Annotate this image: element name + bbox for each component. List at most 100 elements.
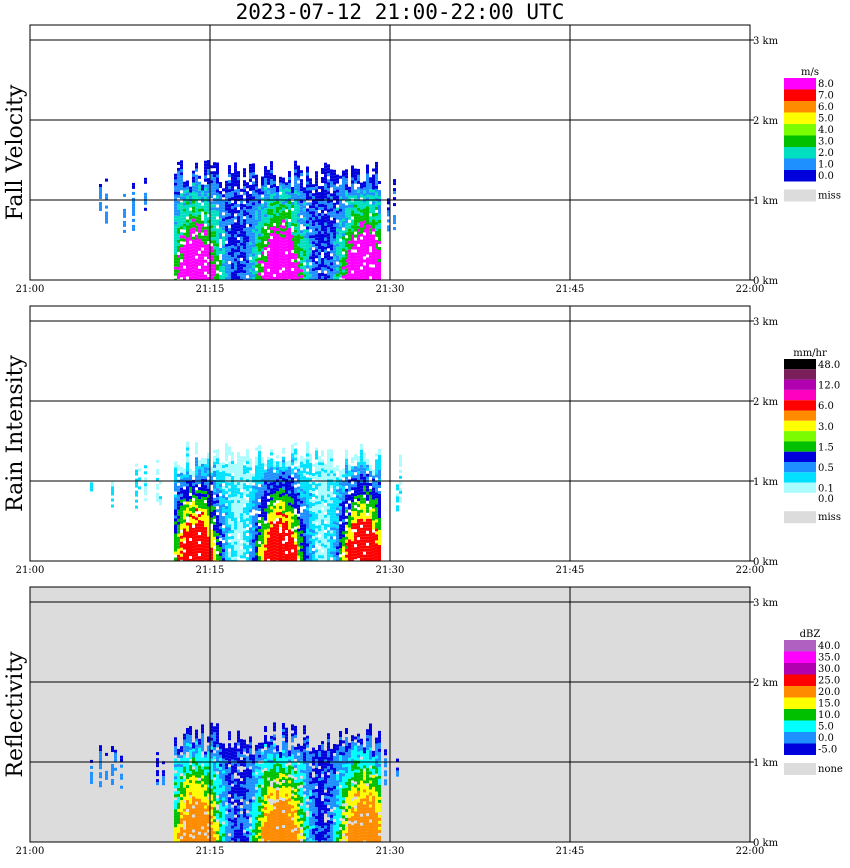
echo-cell bbox=[231, 488, 234, 491]
echo-cell bbox=[321, 528, 324, 532]
echo-cell bbox=[252, 214, 255, 218]
echo-cell bbox=[174, 239, 177, 243]
echo-cell bbox=[375, 224, 378, 228]
echo-cell bbox=[303, 545, 306, 549]
echo-cell bbox=[243, 261, 246, 265]
echo-cell bbox=[318, 219, 321, 223]
echo-cell bbox=[297, 204, 300, 208]
echo-cell bbox=[366, 269, 369, 273]
echo-cell bbox=[351, 201, 354, 205]
echo-cell bbox=[297, 216, 300, 220]
echo-cell bbox=[258, 257, 261, 261]
echo-cell bbox=[288, 228, 291, 231]
time-tick-label: 22:00 bbox=[736, 284, 765, 295]
echo-cell bbox=[354, 189, 357, 193]
echo-cell bbox=[198, 472, 201, 476]
echo-cell bbox=[189, 774, 192, 778]
echo-cell bbox=[261, 266, 264, 270]
echo-cell bbox=[228, 240, 231, 244]
echo-cell bbox=[282, 510, 285, 514]
echo-cell bbox=[177, 796, 180, 800]
echo-cell bbox=[342, 486, 345, 490]
echo-cell bbox=[198, 550, 201, 554]
echo-cell bbox=[189, 219, 192, 223]
echo-cell bbox=[309, 553, 312, 556]
echo-cell bbox=[303, 551, 306, 555]
echo-cell bbox=[306, 172, 309, 176]
echo-cell bbox=[309, 475, 312, 478]
echo-cell bbox=[339, 196, 342, 200]
echo-cell bbox=[273, 205, 276, 208]
echo-cell bbox=[222, 558, 225, 561]
echo-cell bbox=[231, 191, 234, 195]
echo-cell bbox=[174, 740, 177, 744]
echo-cell bbox=[252, 196, 255, 200]
echo-cell bbox=[177, 808, 180, 812]
echo-cell bbox=[357, 471, 360, 475]
echo-cell bbox=[285, 491, 288, 494]
echo-cell bbox=[186, 546, 189, 550]
echo-cell bbox=[204, 277, 207, 280]
echo-cell bbox=[324, 246, 327, 250]
echo-cell bbox=[348, 467, 351, 471]
echo-cell bbox=[288, 502, 291, 506]
echo-cell bbox=[273, 481, 276, 485]
echo-cell bbox=[378, 545, 381, 548]
echo-cell bbox=[216, 168, 219, 172]
echo-cell bbox=[156, 468, 159, 472]
echo-cell bbox=[219, 484, 222, 488]
echo-cell bbox=[306, 519, 309, 523]
echo-cell bbox=[354, 553, 357, 557]
echo-cell bbox=[369, 186, 372, 190]
echo-cell bbox=[207, 271, 210, 275]
echo-cell bbox=[315, 180, 318, 184]
echo-cell bbox=[291, 525, 294, 529]
echo-cell bbox=[186, 249, 189, 253]
echo-cell bbox=[186, 474, 189, 478]
echo-cell bbox=[351, 168, 354, 172]
echo-cell bbox=[90, 765, 93, 769]
echo-cell bbox=[204, 542, 207, 546]
echo-cell bbox=[180, 178, 183, 182]
echo-cell bbox=[333, 274, 336, 278]
echo-cell bbox=[366, 188, 369, 192]
echo-cell bbox=[195, 165, 198, 169]
echo-cell bbox=[330, 202, 333, 206]
echo-cell bbox=[204, 160, 207, 164]
echo-cell bbox=[288, 559, 291, 561]
echo-cell bbox=[366, 260, 369, 264]
echo-cell bbox=[279, 536, 282, 539]
echo-cell bbox=[294, 229, 297, 233]
echo-cell bbox=[315, 495, 318, 499]
echo-cell bbox=[240, 543, 243, 547]
echo-cell bbox=[282, 531, 285, 535]
echo-cell bbox=[399, 499, 402, 503]
echo-cell bbox=[288, 189, 291, 192]
echo-cell bbox=[183, 543, 186, 547]
echo-cell bbox=[366, 494, 369, 498]
echo-cell bbox=[231, 545, 234, 548]
echo-cell bbox=[189, 499, 192, 502]
echo-cell bbox=[219, 535, 222, 539]
echo-cell bbox=[288, 195, 291, 198]
echo-cell bbox=[336, 495, 339, 499]
echo-cell bbox=[276, 258, 279, 261]
echo-cell bbox=[270, 245, 273, 249]
echo-cell bbox=[351, 228, 354, 232]
echo-cell bbox=[240, 260, 243, 264]
echo-cell bbox=[363, 509, 366, 513]
echo-cell bbox=[177, 826, 180, 830]
echo-cell bbox=[282, 513, 285, 517]
echo-cell bbox=[303, 530, 306, 534]
echo-cell bbox=[231, 500, 234, 503]
echo-cell bbox=[261, 556, 264, 560]
echo-cell bbox=[375, 504, 378, 508]
colorbar-label: 2.0 bbox=[818, 148, 834, 159]
echo-cell bbox=[237, 216, 240, 220]
echo-cell bbox=[303, 187, 306, 191]
echo-cell bbox=[378, 452, 381, 455]
echo-cell bbox=[369, 270, 372, 274]
echo-cell bbox=[330, 506, 333, 510]
echo-cell bbox=[207, 199, 210, 203]
echo-cell bbox=[327, 200, 330, 204]
